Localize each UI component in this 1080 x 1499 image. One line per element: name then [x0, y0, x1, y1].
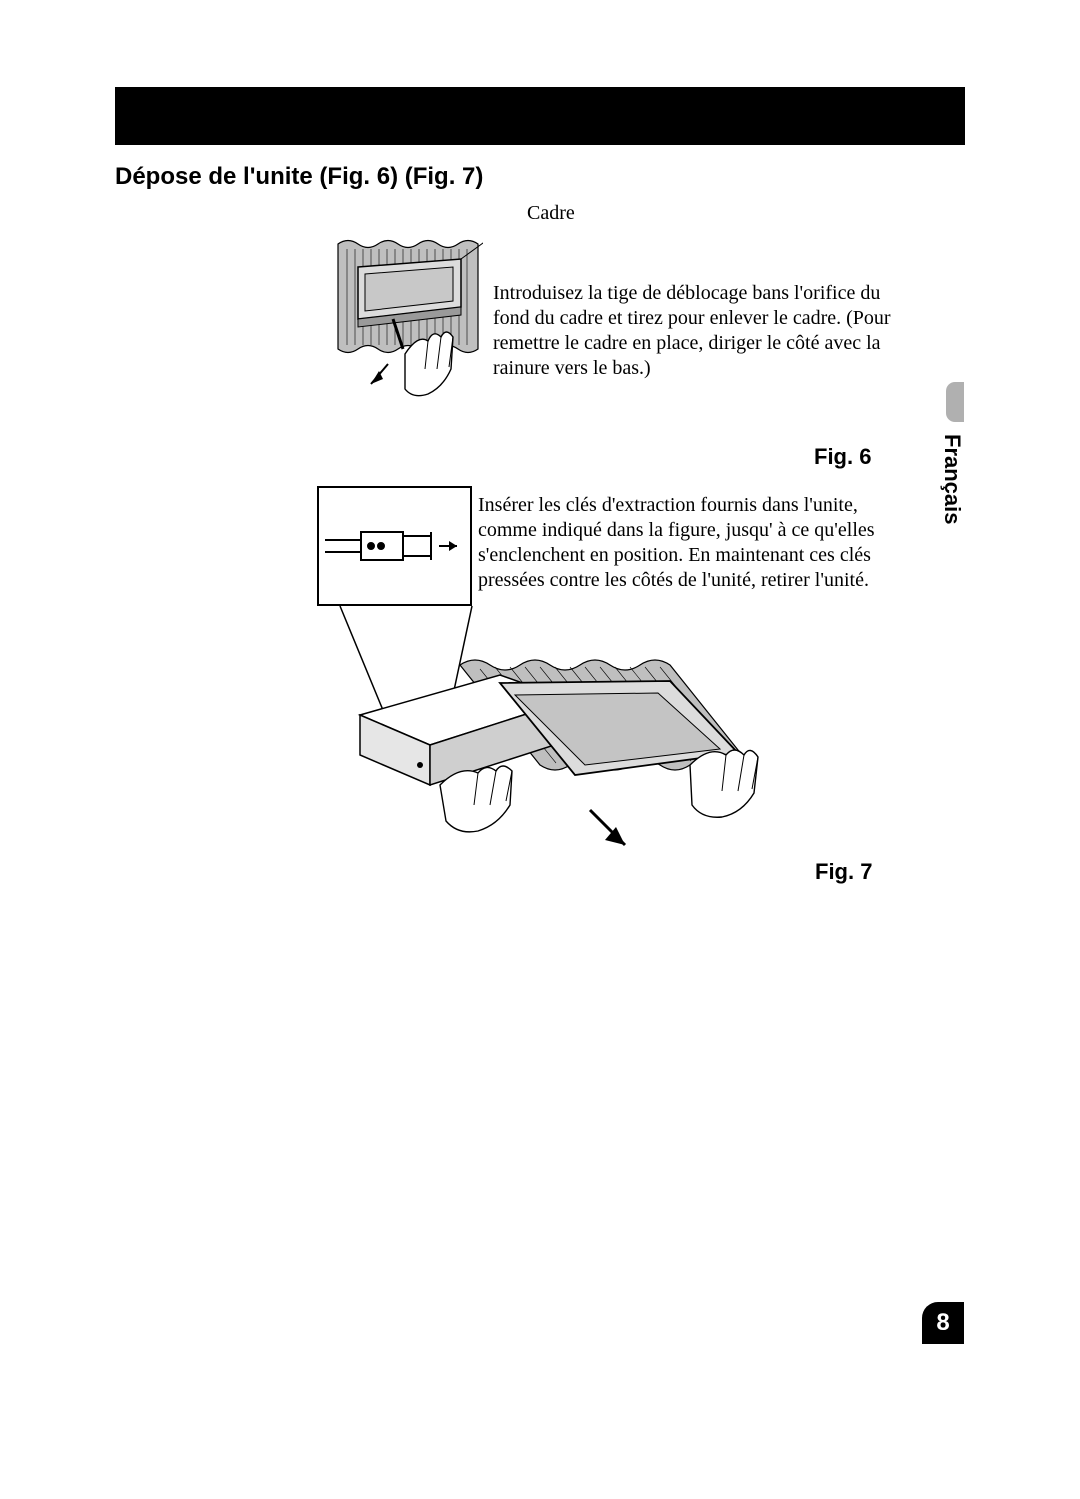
- language-tab: Français: [939, 434, 965, 554]
- page-number-badge: 8: [922, 1302, 964, 1344]
- cadre-label: Cadre: [527, 202, 575, 225]
- section-title: Dépose de l'unite (Fig. 6) (Fig. 7): [115, 163, 483, 191]
- fig6-instruction-text: Introduisez la tige de déblocage bans l'…: [493, 281, 908, 381]
- fig7-key-detail: [321, 518, 468, 574]
- header-black-bar: [115, 87, 965, 145]
- fig7-instruction-text: Insérer les clés d'extraction fournis da…: [478, 493, 903, 593]
- page-number: 8: [936, 1309, 949, 1337]
- fig6-illustration: [333, 219, 483, 439]
- language-tab-stub: [946, 382, 964, 422]
- fig7-caption: Fig. 7: [815, 859, 872, 885]
- fig7-illustration: [350, 645, 780, 865]
- fig6-caption: Fig. 6: [814, 444, 871, 470]
